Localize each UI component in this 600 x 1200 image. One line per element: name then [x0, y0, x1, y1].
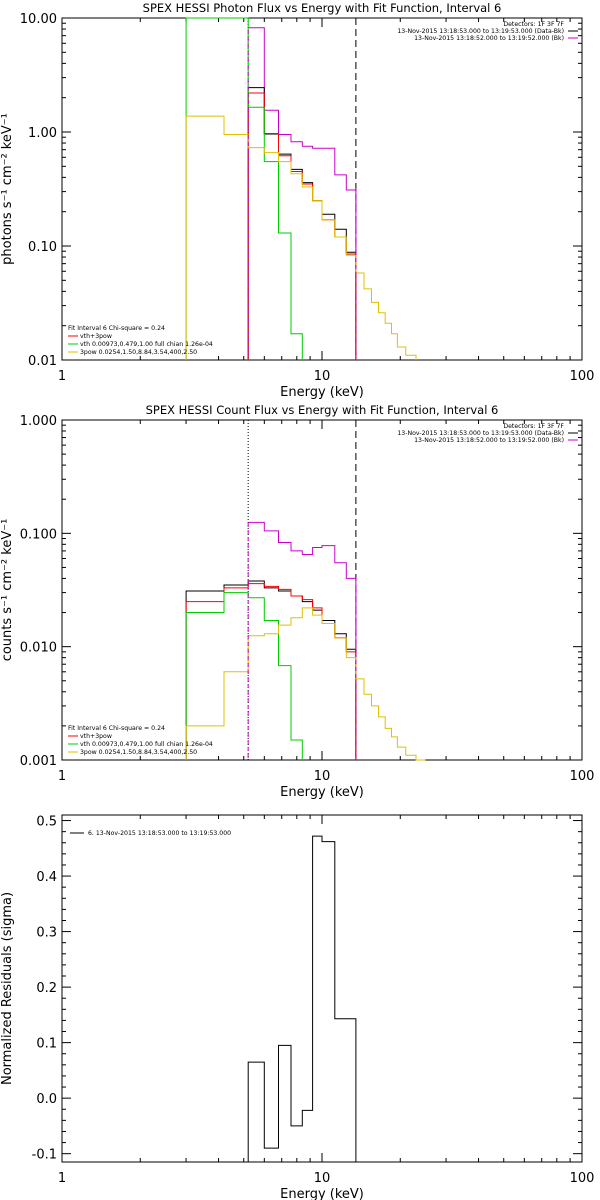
photon-legend-top-entry: Detectors: 1F 3F 7F: [503, 21, 564, 28]
photon-legend-top-entry: 13-Nov-2015 13:18:53.000 to 13:19:53.000…: [397, 28, 564, 35]
residual-x-tick-label: 1: [58, 1171, 66, 1186]
count-series-2: [185, 583, 357, 760]
count-y-tick-label: 0.001: [20, 754, 57, 769]
count-frame: [61, 419, 583, 761]
residual-x-tick-label: 10: [314, 1171, 331, 1186]
count-x-tick-label: 1: [58, 769, 66, 784]
residual-y-axis-label: Normalized Residuals (sigma): [0, 892, 15, 1085]
residual-y-tick-label: 0.0: [36, 1092, 57, 1107]
residual-panel: 1 10 100 Energy (keV) -0.1 0.0 0.1 0.2 0.3 0.4 0.5…: [0, 814, 595, 1200]
photon-title: SPEX HESSI Photon Flux vs Energy with Fi…: [143, 1, 502, 15]
count-x-tick-label: 100: [570, 769, 595, 784]
photon-x-axis-label: Energy (keV): [280, 385, 364, 400]
photon-frame: [61, 17, 583, 361]
count-legend-bottom-entry: vth+3pow: [80, 733, 112, 740]
residual-y-tick-label: 0.4: [36, 870, 57, 885]
photon-legend-bottom-entry: vth 0.00973,0.479,1.00 full chian 1.26e-…: [80, 341, 213, 348]
residual-legend-entry: 6. 13-Nov-2015 13:18:53.000 to 13:19:53.…: [88, 830, 231, 837]
photon-legend-bottom-entry: 3pow 0.0254,1.50,8.84,3.54,400,2.50: [80, 349, 197, 356]
residual-frame: [61, 814, 583, 1163]
residual-x-axis-label: Energy (keV): [280, 1187, 364, 1200]
count-legend-top-entry: 13-Nov-2015 13:18:52.000 to 13:19:52.000…: [414, 437, 564, 444]
count-legend-bottom-entry: 3pow 0.0254,1.50,8.84,3.54,400,2.50: [80, 749, 197, 756]
count-y-tick-label: 0.010: [20, 641, 57, 656]
count-series-group: [185, 521, 426, 761]
photon-series-group: [185, 17, 417, 360]
count-y-tick-label: 0.100: [20, 527, 57, 542]
photon-x-tick-label: 10: [314, 369, 331, 384]
photon-y-axis-label: photons s⁻¹ cm⁻² keV⁻¹: [0, 113, 15, 265]
count-x-tick-label: 10: [314, 769, 331, 784]
photon-y-tick-label: 0.01: [28, 354, 57, 369]
count-x-axis-label: Energy (keV): [280, 785, 364, 800]
count-panel: SPEX HESSI Count Flux vs Energy with Fit…: [0, 403, 594, 800]
count-series-0: [248, 521, 357, 760]
residual-y-tick-label: 0.5: [36, 815, 57, 830]
residual-x-tick-label: 100: [570, 1171, 595, 1186]
count-legend-bottom-entry: vth 0.00973,0.479,1.00 full chian 1.26e-…: [80, 741, 213, 748]
residual-y-tick-label: 0.2: [36, 981, 57, 996]
residual-series-0: [247, 835, 357, 1162]
photon-series-4: [185, 115, 417, 360]
photon-legend-bottom-entry: Fit Interval 6 Chi-square = 0.24: [68, 325, 165, 332]
count-legend-top-entry: Detectors: 1F 3F 7F: [503, 423, 564, 430]
residual-y-tick-label: -0.1: [32, 1148, 57, 1163]
count-legend-bottom-entry: Fit Interval 6 Chi-square = 0.24: [68, 725, 165, 732]
photon-y-tick-label: 0.10: [28, 240, 57, 255]
photon-legend-top-entry: 13-Nov-2015 13:18:52.000 to 13:19:52.000…: [414, 35, 564, 42]
residual-y-tick-label: 0.3: [36, 926, 57, 941]
photon-y-tick-label: 10.00: [20, 12, 57, 27]
photon-legend-bottom-entry: vth+3pow: [80, 333, 112, 340]
photon-x-tick-label: 100: [570, 369, 595, 384]
count-series-1: [185, 580, 357, 760]
count-series-4: [185, 607, 426, 761]
count-series-3: [185, 592, 303, 760]
photon-y-tick-label: 1.00: [28, 126, 57, 141]
count-legend-top-entry: 13-Nov-2015 13:18:53.000 to 13:19:53.000…: [397, 430, 564, 437]
photon-x-tick-label: 1: [58, 369, 66, 384]
photon-series-3: [185, 17, 303, 360]
count-title: SPEX HESSI Count Flux vs Energy with Fit…: [146, 403, 499, 417]
photon-series-0: [248, 27, 357, 360]
count-y-axis-label: counts s⁻¹ cm⁻² keV⁻¹: [0, 519, 15, 662]
count-y-tick-label: 1.000: [20, 414, 57, 429]
photon-panel: SPEX HESSI Photon Flux vs Energy with Fi…: [0, 1, 594, 400]
residual-series-group: [247, 835, 357, 1162]
residual-y-tick-label: 0.1: [36, 1037, 57, 1052]
